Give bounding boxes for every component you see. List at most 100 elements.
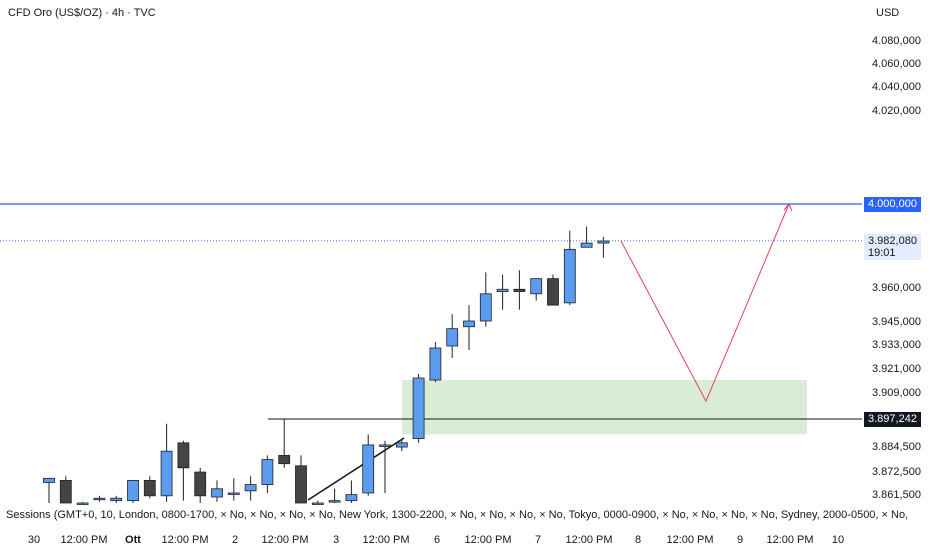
- candle[interactable]: [513, 270, 526, 310]
- candle-body: [530, 278, 543, 295]
- candle-body: [160, 450, 173, 497]
- x-tick-label: 7: [535, 534, 541, 546]
- sessions-indicator-legend[interactable]: Sessions (GMT+0, 10, London, 0800-1700, …: [6, 509, 909, 521]
- candle[interactable]: [295, 455, 307, 504]
- y-tick-label: 3.960,000: [872, 282, 921, 294]
- candle[interactable]: [496, 274, 509, 310]
- x-tick-label: 12:00 PM: [464, 534, 511, 546]
- x-tick-label: 10: [832, 534, 844, 546]
- candle-body: [479, 293, 492, 322]
- candle-body: [76, 502, 89, 505]
- candle[interactable]: [93, 495, 106, 502]
- y-tick-label: 3.884,500: [872, 441, 921, 453]
- candle-body: [295, 465, 307, 504]
- candle-body: [244, 484, 257, 492]
- candle-body: [328, 500, 341, 503]
- candle-body: [597, 240, 610, 244]
- candle[interactable]: [547, 274, 559, 306]
- x-tick-label: 9: [737, 534, 743, 546]
- x-tick-label: 12:00 PM: [565, 534, 612, 546]
- candle[interactable]: [110, 495, 123, 503]
- candle[interactable]: [311, 500, 324, 505]
- candle-body: [59, 480, 72, 504]
- y-tick-label: 3.861,500: [872, 489, 921, 501]
- candle-body: [395, 442, 408, 448]
- candle-body: [345, 494, 358, 502]
- candle[interactable]: [328, 488, 341, 503]
- candle[interactable]: [211, 480, 223, 502]
- candle[interactable]: [412, 374, 425, 443]
- candle[interactable]: [362, 434, 375, 496]
- candle-body: [379, 444, 391, 447]
- candle[interactable]: [43, 477, 55, 503]
- candle-body: [429, 347, 442, 381]
- candle[interactable]: [177, 440, 190, 501]
- y-tick-label: 4.020,000: [872, 105, 921, 117]
- candle[interactable]: [127, 480, 139, 503]
- x-tick-label: 2: [232, 534, 238, 546]
- candle-body: [446, 328, 459, 347]
- y-tick-label: 3.909,000: [872, 387, 921, 399]
- candle[interactable]: [261, 455, 274, 493]
- candle[interactable]: [395, 438, 408, 452]
- demand-zone[interactable]: [402, 380, 807, 435]
- y-tick-label: 3.945,000: [872, 316, 921, 328]
- candle[interactable]: [479, 272, 492, 327]
- candle[interactable]: [244, 476, 257, 501]
- candle-body: [412, 377, 425, 439]
- y-tick-label: 3.872,500: [872, 466, 921, 478]
- x-tick-label: 12:00 PM: [666, 534, 713, 546]
- candle-body: [261, 459, 274, 485]
- y-tick-label: 4.060,000: [872, 58, 921, 70]
- x-tick-label: 12:00 PM: [362, 534, 409, 546]
- candle-body: [194, 471, 207, 497]
- candle-body: [211, 488, 223, 498]
- candle-body: [177, 442, 190, 469]
- candle[interactable]: [580, 226, 593, 248]
- candle-body: [563, 248, 576, 304]
- candle[interactable]: [597, 236, 610, 258]
- x-tick-label: 6: [434, 534, 440, 546]
- candle-body: [463, 320, 475, 328]
- chart-title: CFD Oro (US$/OZ) · 4h · TVC: [8, 7, 156, 19]
- candle-body: [43, 477, 55, 483]
- current-price-tag: 3.982,080 19:01: [864, 234, 921, 260]
- price-tag-3897: 3.897,242: [864, 412, 921, 427]
- price-tag-4000: 4.000,000: [864, 197, 921, 212]
- y-tick-label: 4.040,000: [872, 81, 921, 93]
- candle-body: [143, 480, 156, 497]
- current-price-value: 3.982,080: [868, 235, 917, 247]
- candle-countdown: 19:01: [868, 247, 896, 259]
- candle[interactable]: [379, 440, 391, 493]
- candle[interactable]: [429, 342, 442, 382]
- candle-body: [227, 492, 240, 495]
- x-tick-label: Ott: [125, 534, 141, 546]
- candle-body: [362, 444, 375, 494]
- candle[interactable]: [143, 476, 156, 499]
- y-tick-label: 3.933,000: [872, 339, 921, 351]
- candle[interactable]: [530, 278, 543, 301]
- candle[interactable]: [227, 478, 240, 501]
- trend-line[interactable]: [307, 437, 405, 501]
- candle[interactable]: [463, 305, 475, 350]
- candle-body: [127, 480, 139, 502]
- candle[interactable]: [160, 423, 173, 502]
- candle[interactable]: [446, 314, 459, 358]
- x-tick-label: 12:00 PM: [261, 534, 308, 546]
- candle[interactable]: [76, 501, 89, 505]
- candle-body: [496, 288, 509, 292]
- x-tick-label: 8: [635, 534, 641, 546]
- candle-body: [580, 242, 593, 248]
- candle[interactable]: [563, 230, 576, 306]
- candle[interactable]: [194, 467, 207, 503]
- y-tick-label: 4.080,000: [872, 35, 921, 47]
- candle-body: [110, 497, 123, 502]
- candle-body: [513, 288, 526, 292]
- candle[interactable]: [278, 419, 291, 468]
- candle[interactable]: [345, 480, 358, 503]
- projected-path-arrowhead: [783, 203, 793, 212]
- currency-label: USD: [876, 7, 900, 19]
- projected-path[interactable]: [620, 203, 790, 403]
- candle[interactable]: [59, 476, 72, 504]
